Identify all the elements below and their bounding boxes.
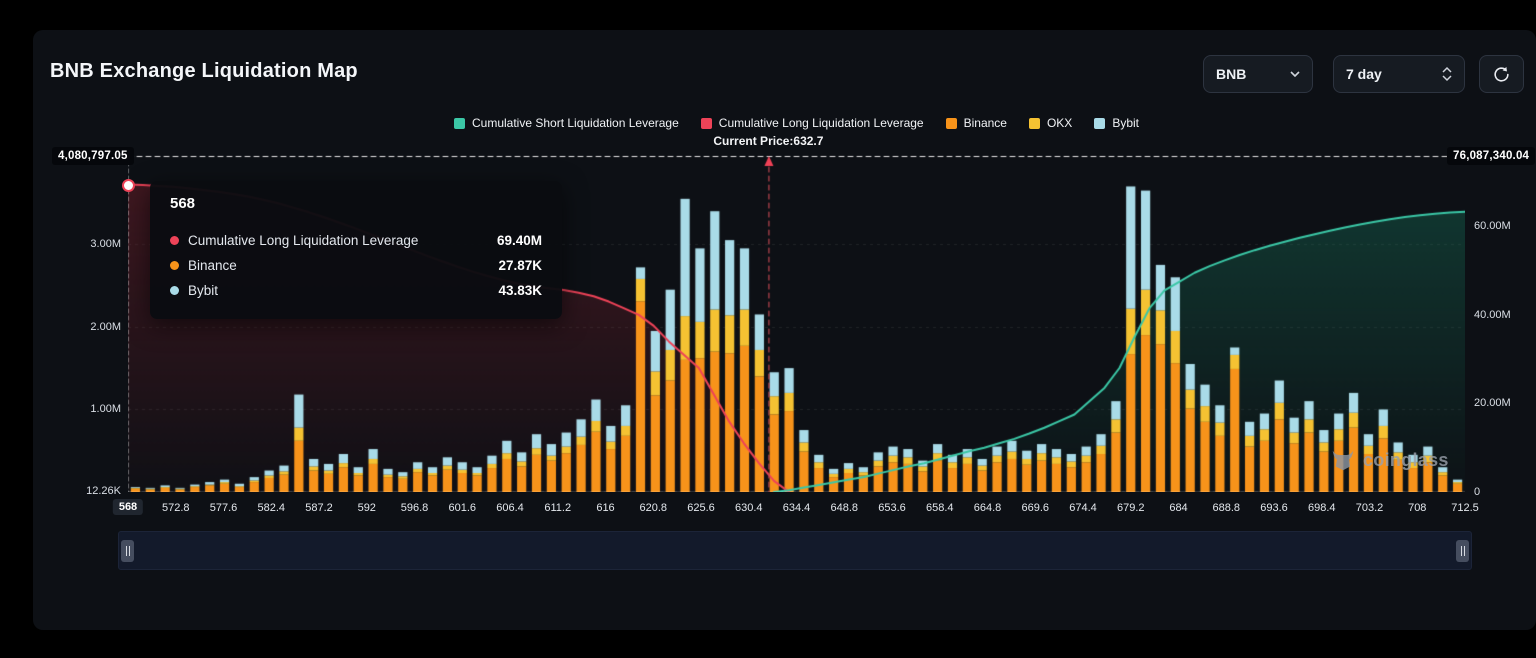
tooltip-series-value: 69.40M bbox=[496, 233, 542, 248]
legend-label: Cumulative Long Liquidation Leverage bbox=[718, 116, 924, 130]
legend-item-okx[interactable]: OKX bbox=[1028, 116, 1073, 130]
right-axis-tick-label: 0 bbox=[1474, 486, 1481, 498]
right-axis-labels: 60.00M 40.00M 20.00M 0 bbox=[1474, 155, 1536, 498]
refresh-icon bbox=[1494, 66, 1509, 82]
coinglass-watermark-text: coinglass bbox=[1363, 449, 1449, 470]
legend-swatch-icon bbox=[945, 117, 957, 129]
legend-item-bybit[interactable]: Bybit bbox=[1094, 116, 1139, 130]
right-axis-tick-label: 60.00M bbox=[1474, 220, 1511, 233]
x-axis-label: 708 bbox=[1408, 502, 1427, 514]
legend-item-cumulative-short-liquidation-leverage[interactable]: Cumulative Short Liquidation Leverage bbox=[453, 116, 679, 130]
x-axis-label: 606.4 bbox=[496, 502, 524, 514]
coinglass-watermark: coinglass bbox=[1330, 447, 1449, 473]
x-axis-labels: 568 572.8 577.6 582.4 587.2 592 596.8 601.6 606.… bbox=[112, 499, 1479, 521]
left-axis-tick-label: 2.00M bbox=[90, 320, 121, 333]
x-axis-label: 620.8 bbox=[639, 502, 668, 514]
page-title: BNB Exchange Liquidation Map bbox=[50, 60, 358, 82]
navigator-left-handle[interactable] bbox=[121, 539, 134, 562]
chart-tooltip: 568 Cumulative Long Liquidation Leverage… bbox=[150, 181, 562, 319]
x-axis-label: 577.6 bbox=[209, 502, 238, 514]
x-axis-label: 688.8 bbox=[1212, 502, 1241, 514]
x-axis-label: 592 bbox=[357, 502, 376, 514]
x-axis-label: 712.5 bbox=[1451, 502, 1479, 514]
left-axis-tick-label: 3.00M bbox=[90, 238, 121, 251]
x-axis-label: 630.4 bbox=[734, 502, 763, 514]
tooltip-series-label: Bybit bbox=[188, 283, 219, 298]
x-axis-label: 664.8 bbox=[973, 502, 1002, 514]
legend-swatch-icon bbox=[453, 117, 465, 129]
tooltip-row: Binance 27.87K bbox=[170, 253, 542, 278]
zoom-navigator[interactable] bbox=[118, 531, 1472, 570]
tooltip-rows: Cumulative Long Liquidation Leverage 69.4… bbox=[170, 228, 542, 303]
tooltip-series-value: 43.83K bbox=[498, 283, 542, 298]
x-axis-label: 616 bbox=[596, 502, 615, 514]
left-axis-max-label: 4,080,797.05 bbox=[52, 147, 134, 165]
x-axis-label: 596.8 bbox=[400, 502, 429, 514]
legend-label: Cumulative Short Liquidation Leverage bbox=[471, 116, 679, 130]
legend-label: OKX bbox=[1046, 116, 1073, 130]
x-axis-label: 634.4 bbox=[782, 502, 811, 514]
tooltip-title: 568 bbox=[170, 195, 196, 212]
x-axis-label: 703.2 bbox=[1355, 502, 1384, 514]
left-axis-tick-label: 12.26K bbox=[86, 484, 121, 497]
legend-swatch-icon bbox=[700, 117, 712, 129]
tooltip-series-value: 27.87K bbox=[498, 258, 542, 273]
x-axis-label: 601.6 bbox=[448, 502, 477, 514]
legend-swatch-icon bbox=[1094, 117, 1106, 129]
current-price-label: Current Price:632.7 bbox=[713, 134, 824, 148]
x-axis-label: 679.2 bbox=[1116, 502, 1145, 514]
hover-marker-dot bbox=[122, 178, 135, 192]
right-axis-tick-label: 40.00M bbox=[1474, 308, 1511, 321]
right-axis-max-label: 76,087,340.04 bbox=[1447, 147, 1536, 165]
x-axis-label: 669.6 bbox=[1021, 502, 1049, 514]
symbol-select-value: BNB bbox=[1216, 66, 1247, 82]
x-axis-label: 658.4 bbox=[925, 502, 954, 514]
x-axis-label: 611.2 bbox=[544, 502, 572, 514]
chart-legend: Cumulative Short Liquidation Leverage Cum… bbox=[128, 116, 1465, 130]
left-axis-labels: 3.00M 2.00M 1.00M 12.26K bbox=[37, 155, 121, 497]
series-dot-icon bbox=[170, 286, 179, 295]
right-axis-tick-label: 20.00M bbox=[1474, 397, 1511, 410]
liquidation-map-card: BNB Exchange Liquidation Map BNB 7 day C… bbox=[33, 30, 1536, 630]
x-axis-label: 693.6 bbox=[1260, 502, 1288, 514]
timeframe-select-value: 7 day bbox=[1346, 66, 1382, 82]
x-axis-label: 684 bbox=[1169, 502, 1188, 514]
legend-label: Bybit bbox=[1112, 116, 1139, 130]
x-axis-label: 572.8 bbox=[161, 502, 190, 514]
series-dot-icon bbox=[170, 236, 179, 245]
legend-item-cumulative-long-liquidation-leverage[interactable]: Cumulative Long Liquidation Leverage bbox=[700, 116, 924, 130]
x-axis-label: 568 bbox=[112, 499, 144, 515]
chevron-up-down-icon bbox=[1442, 66, 1452, 82]
x-axis-label: 653.6 bbox=[878, 502, 906, 514]
legend-swatch-icon bbox=[1028, 117, 1040, 129]
navigator-right-handle[interactable] bbox=[1456, 539, 1469, 562]
x-axis-label: 625.6 bbox=[687, 502, 715, 514]
chevron-down-icon bbox=[1290, 71, 1300, 77]
symbol-select[interactable]: BNB bbox=[1203, 55, 1313, 93]
x-axis-label: 587.2 bbox=[305, 502, 333, 514]
refresh-button[interactable] bbox=[1479, 55, 1524, 93]
x-axis-label: 582.4 bbox=[257, 502, 286, 514]
legend-item-binance[interactable]: Binance bbox=[945, 116, 1007, 130]
x-axis-label: 674.4 bbox=[1069, 502, 1097, 514]
timeframe-select[interactable]: 7 day bbox=[1333, 55, 1465, 93]
x-axis-label: 698.4 bbox=[1307, 502, 1336, 514]
x-axis-label: 648.8 bbox=[830, 502, 859, 514]
left-axis-tick-label: 1.00M bbox=[90, 403, 121, 416]
tooltip-row: Cumulative Long Liquidation Leverage 69.4… bbox=[170, 228, 542, 253]
series-dot-icon bbox=[170, 261, 179, 270]
tooltip-series-label: Binance bbox=[188, 258, 237, 273]
coinglass-logo-icon bbox=[1332, 450, 1354, 471]
tooltip-row: Bybit 43.83K bbox=[170, 278, 542, 303]
legend-label: Binance bbox=[963, 116, 1007, 130]
tooltip-series-label: Cumulative Long Liquidation Leverage bbox=[188, 233, 419, 248]
